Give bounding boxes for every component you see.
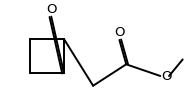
- Text: O: O: [114, 26, 125, 39]
- Text: O: O: [46, 3, 56, 16]
- Text: O: O: [161, 70, 172, 83]
